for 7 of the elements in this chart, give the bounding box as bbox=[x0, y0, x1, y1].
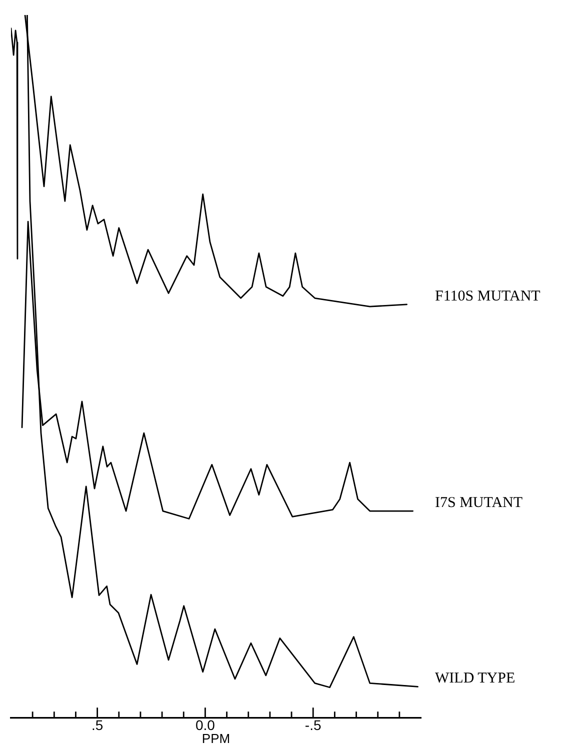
x-tick-label: .5 bbox=[91, 716, 104, 733]
x-tick-label: -.5 bbox=[304, 716, 322, 733]
x-axis-title: PPM bbox=[202, 730, 230, 746]
x-tick-label: 0.0 bbox=[195, 716, 216, 733]
series-label: WILD TYPE bbox=[435, 670, 516, 687]
series-label: F110S MUTANT bbox=[435, 288, 540, 304]
series-label: I7S MUTANT bbox=[435, 494, 523, 511]
